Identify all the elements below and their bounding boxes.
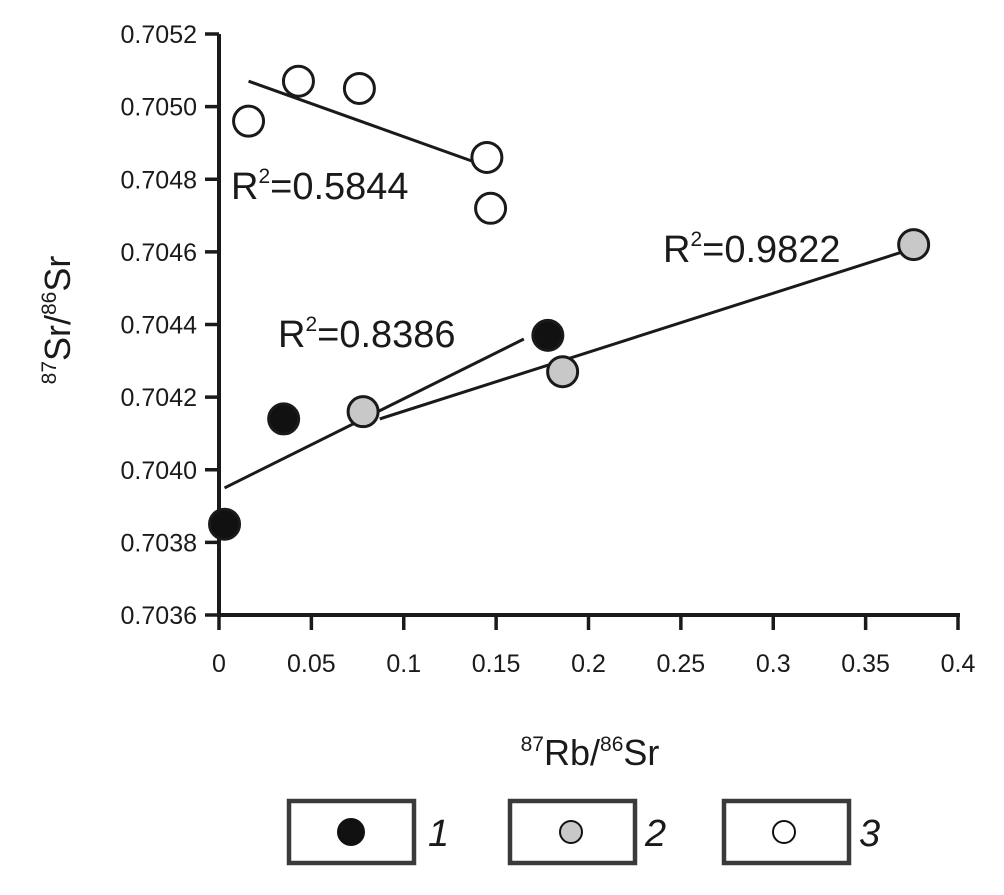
r2-value-series-3: =0.5844 [270, 166, 408, 208]
legend-label-1: 1 [428, 813, 449, 855]
y-axis-title-sup2: 86 [38, 292, 61, 315]
x-axis-title: 87Rb/86Sr [521, 732, 660, 773]
data-point-series-1 [208, 507, 242, 541]
data-point-series-3 [474, 191, 508, 225]
x-axis-title-main1: Rb/ [544, 732, 600, 773]
x-tick-label: 0.1 [386, 650, 421, 678]
data-point-series-3 [470, 140, 504, 174]
x-axis-title-sup2: 86 [600, 733, 623, 756]
x-tick-label: 0.25 [657, 650, 706, 678]
y-ticks: 0.7036 0.7038 0.7040 0.7042 0.7044 0.7046 0.70… [121, 21, 219, 630]
r2-label-series-1: R2=0.8386 [278, 313, 456, 356]
r2-prefix-series-2: R [663, 229, 690, 271]
y-tick-label: 0.7040 [121, 457, 197, 485]
data-point-series-2 [346, 395, 380, 429]
data-point-series-1 [531, 318, 565, 352]
data-point-series-2 [546, 355, 580, 389]
y-axis-title-main2: Sr [37, 256, 78, 292]
y-tick-label: 0.7044 [121, 312, 198, 340]
data-point-series-3 [281, 64, 315, 98]
x-axis-title-main2: Sr [623, 732, 659, 773]
axes: 0.7036 0.7038 0.7040 0.7042 0.7044 0.7046 0.70… [121, 21, 976, 678]
x-tick-label: 0.4 [941, 650, 976, 678]
y-tick-label: 0.7048 [121, 166, 197, 194]
legend-label-2: 2 [644, 813, 666, 855]
trendline-series-2 [379, 250, 904, 421]
r2-sup-series-1: 2 [305, 313, 317, 336]
x-tick-label: 0.2 [571, 650, 606, 678]
legend-marker-1 [337, 818, 365, 846]
legend-marker-2 [559, 820, 583, 844]
x-tick-label: 0.05 [287, 650, 336, 678]
data-point-series-1 [267, 402, 301, 436]
trendlines [223, 79, 904, 490]
y-tick-label: 0.7052 [121, 21, 197, 49]
r2-prefix-series-3: R [231, 166, 258, 208]
legend-box-2 [507, 798, 638, 866]
legend-item-3: 3 [721, 798, 880, 866]
legend-label-3: 3 [859, 813, 880, 855]
legend-box-1 [286, 798, 417, 866]
r2-sup-series-2: 2 [690, 228, 702, 251]
r2-label-series-2: R2=0.9822 [663, 228, 841, 271]
x-tick-label: 0 [212, 650, 226, 678]
trendline-series-3 [248, 79, 493, 170]
legend: 1 2 3 [286, 798, 880, 866]
y-tick-label: 0.7050 [121, 94, 197, 122]
y-tick-label: 0.7038 [121, 529, 197, 557]
data-point-series-2 [897, 228, 931, 262]
legend-item-1: 1 [286, 798, 449, 866]
r2-sup-series-3: 2 [258, 165, 270, 188]
x-ticks: 0 0.05 0.1 0.15 0.2 0.25 0.3 0.35 0.4 [212, 615, 975, 678]
y-tick-label: 0.7036 [121, 602, 197, 630]
legend-item-2: 2 [507, 798, 666, 866]
x-tick-label: 0.15 [472, 650, 521, 678]
y-axis-title-sup1: 87 [38, 361, 61, 384]
x-tick-label: 0.35 [841, 650, 890, 678]
legend-marker-3 [772, 820, 796, 844]
r2-label-series-3: R2=0.5844 [231, 165, 409, 208]
y-axis-title-main1: Sr/ [37, 315, 78, 361]
y-tick-label: 0.7042 [121, 384, 197, 412]
x-tick-label: 0.3 [756, 650, 791, 678]
r2-value-series-1: =0.8386 [317, 314, 455, 356]
legend-box-3 [721, 798, 852, 866]
data-points [208, 64, 931, 541]
data-point-series-3 [232, 104, 266, 138]
y-axis-title: 87Sr/86Sr [37, 256, 78, 385]
data-point-series-3 [342, 71, 376, 105]
y-tick-label: 0.7046 [121, 239, 197, 267]
r2-value-series-2: =0.9822 [702, 229, 840, 271]
r2-prefix-series-1: R [278, 314, 305, 356]
x-axis-title-sup1: 87 [521, 733, 544, 756]
